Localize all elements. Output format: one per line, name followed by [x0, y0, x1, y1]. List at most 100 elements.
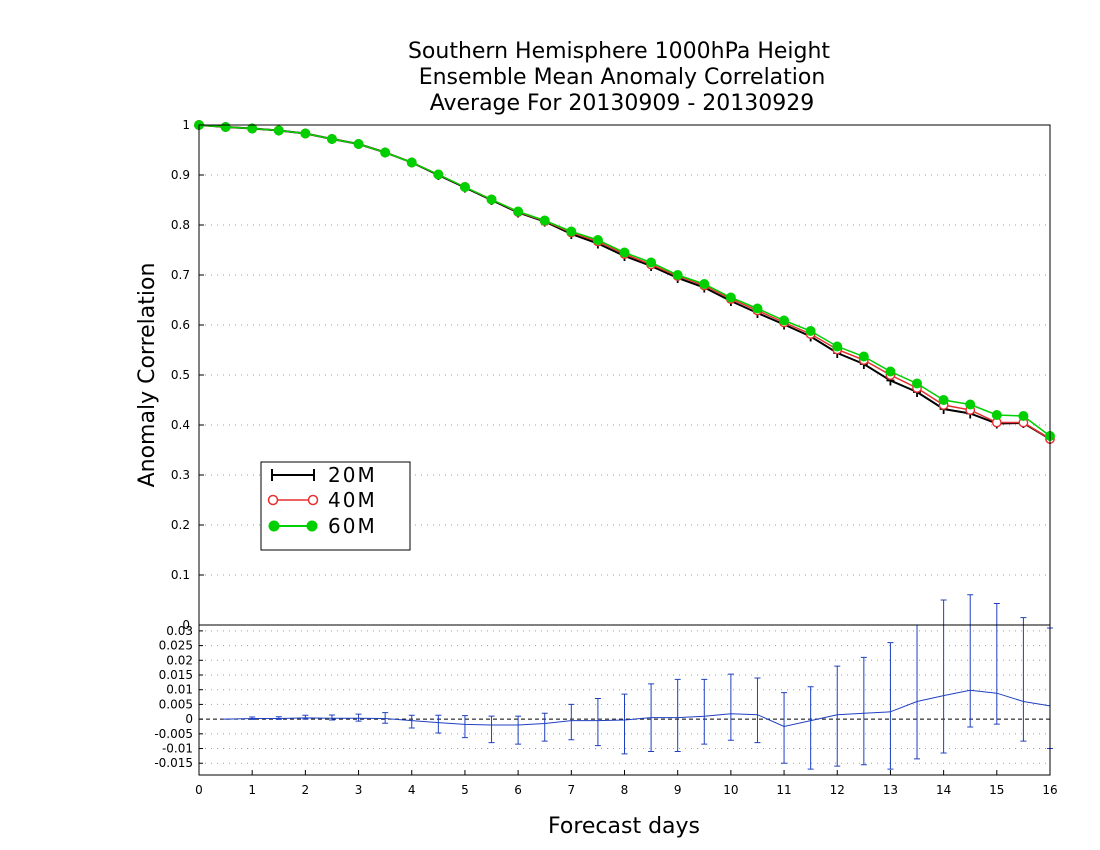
legend-item-60m: 60M [268, 514, 377, 538]
x-tick-label: 11 [776, 783, 791, 797]
point-60m [459, 182, 470, 192]
x-tick-label: 16 [1042, 783, 1057, 797]
bottom-y-tick-label: -0.015 [154, 756, 193, 770]
legend-box [260, 461, 411, 551]
error-bar [1020, 617, 1027, 742]
x-tick-label: 10 [723, 783, 738, 797]
top-y-tick-label: 0.2 [171, 518, 190, 532]
point-60m [1018, 411, 1029, 421]
legend-label-20m: 20M [328, 463, 377, 487]
error-bar [355, 713, 362, 722]
error-bar [967, 594, 974, 728]
point-60m [433, 169, 444, 180]
point-60m [220, 122, 231, 132]
bottom-y-tick-label: 0.02 [166, 653, 193, 667]
legend-item-20m: 20M [271, 463, 377, 487]
difference-line [225, 689, 1051, 728]
error-bar [435, 714, 442, 734]
point-60m [353, 139, 364, 149]
error-bar [807, 686, 814, 770]
error-bar [701, 678, 708, 745]
x-tick-label: 6 [514, 783, 522, 797]
bottom-y-tick-label: 0.025 [159, 639, 193, 653]
x-tick-label: 15 [989, 783, 1004, 797]
x-tick-label: 12 [830, 783, 845, 797]
error-bar [382, 712, 389, 724]
y-axis-label: Anomaly Correlation [135, 263, 160, 488]
point-60m [380, 147, 391, 158]
legend-marker-20m [271, 469, 315, 481]
bottom-panel-gridlines [199, 630, 1050, 764]
bottom-panel-y-ticks: -0.015-0.01-0.00500.0050.010.0150.020.02… [154, 624, 203, 770]
point-60m [991, 410, 1002, 420]
error-bar [754, 677, 761, 744]
bottom-y-tick-label: -0.01 [162, 742, 193, 756]
point-60m [247, 123, 258, 134]
top-panel-y-ticks: 0 0.1 0.2 0.3 0.4 0.5 0.6 0.7 0.8 0.9 1 [171, 118, 204, 632]
error-bar [887, 642, 894, 770]
error-bar [594, 698, 601, 747]
legend-marker-60m-b [306, 520, 318, 532]
point-60m [406, 157, 417, 168]
point-60m [832, 341, 843, 352]
bottom-y-tick-label: 0.03 [166, 624, 193, 638]
point-60m [938, 395, 949, 405]
error-bar [834, 665, 841, 767]
bottom-y-tick-label: 0.005 [159, 697, 193, 711]
point-60m [779, 315, 790, 326]
legend: 20M 40M 60M [260, 461, 411, 551]
error-bar [993, 603, 1000, 725]
top-y-tick-label: 0.1 [171, 568, 190, 582]
error-bar [328, 714, 335, 721]
top-y-tick-label: 0.6 [171, 318, 190, 332]
top-y-tick-label: 0.5 [171, 368, 190, 382]
bottom-y-tick-label: 0.01 [166, 683, 193, 697]
x-tick-label: 2 [302, 783, 310, 797]
point-60m [592, 235, 603, 245]
x-tick-label: 3 [355, 783, 363, 797]
bottom-y-tick-label: 0 [185, 712, 193, 726]
x-tick-label: 4 [408, 783, 416, 797]
error-bar [541, 712, 548, 742]
point-60m [699, 279, 710, 289]
x-tick-label: 0 [195, 783, 203, 797]
legend-marker-60m-a [268, 520, 280, 532]
error-bar [674, 678, 681, 752]
error-bar [860, 656, 867, 766]
point-60m [273, 125, 284, 136]
x-tick-label: 1 [248, 783, 256, 797]
error-bar [408, 714, 415, 729]
x-tick-label: 14 [936, 783, 951, 797]
point-60m [725, 292, 736, 303]
point-60m [539, 215, 550, 226]
error-bar [727, 673, 734, 741]
x-axis-label: Forecast days [548, 814, 700, 839]
point-60m [752, 303, 763, 314]
point-60m [486, 194, 497, 205]
legend-item-40m: 40M [267, 488, 375, 512]
point-60m [885, 366, 896, 377]
x-tick-label: 5 [461, 783, 469, 797]
top-y-tick-label: 0.8 [171, 218, 190, 232]
title-line-1: Southern Hemisphere 1000hPa Height [408, 39, 830, 64]
top-y-tick-label: 0.4 [171, 418, 190, 432]
point-60m [566, 226, 577, 237]
top-y-tick-label: 0 [182, 618, 190, 632]
x-tick-label: 7 [567, 783, 575, 797]
error-bar [515, 715, 522, 745]
error-bar [621, 693, 628, 755]
title-line-3: Average For 20130909 - 20130929 [430, 91, 815, 116]
error-bar [781, 692, 788, 764]
title-line-2: Ensemble Mean Anomaly Correlation [419, 65, 826, 90]
top-y-tick-label: 0.9 [171, 168, 190, 182]
bottom-y-tick-label: -0.005 [154, 727, 193, 741]
x-axis-ticks: 0 1 2 3 4 5 6 7 8 9 10 11 12 13 14 15 16 [195, 770, 1058, 797]
x-tick-label: 13 [883, 783, 898, 797]
legend-label-60m: 60M [328, 514, 377, 538]
point-60m [619, 247, 630, 258]
top-y-tick-label: 0.3 [171, 468, 190, 482]
error-bar [302, 714, 309, 720]
top-y-tick-label: 0.7 [171, 268, 190, 282]
legend-marker-40m-a [267, 494, 279, 506]
top-y-tick-label: 1 [182, 118, 190, 132]
